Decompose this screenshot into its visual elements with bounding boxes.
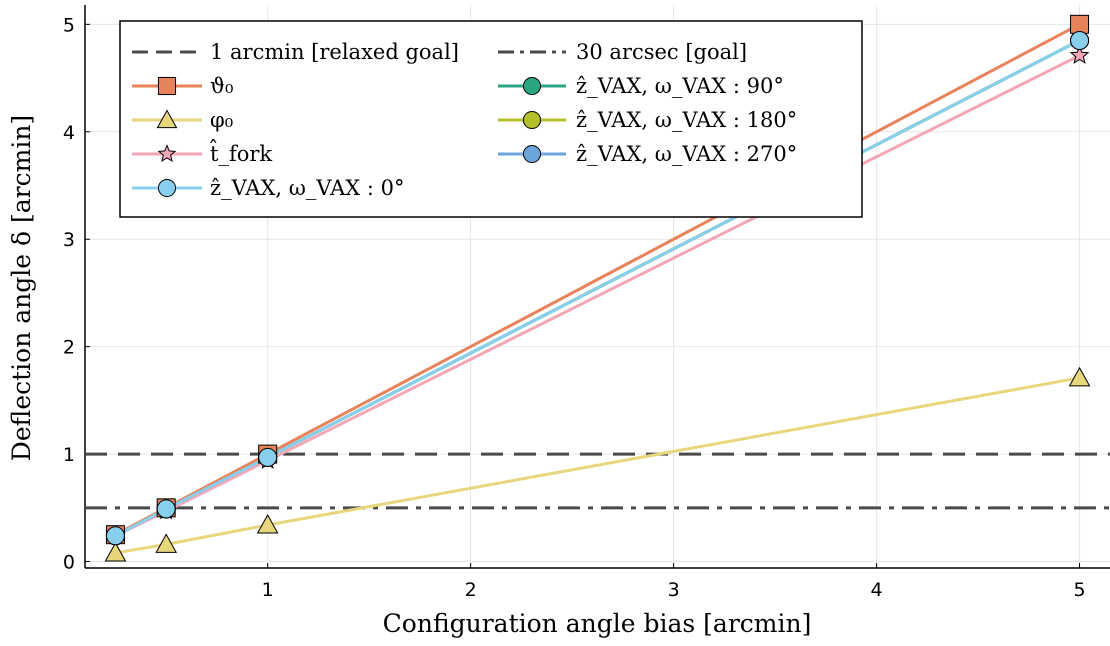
y-tick-label: 3 xyxy=(63,229,75,251)
x-tick-label: 3 xyxy=(668,579,680,601)
legend-label: ẑ_VAX, ω_VAX : 90° xyxy=(576,74,784,98)
y-tick-label: 4 xyxy=(63,122,75,144)
data-point xyxy=(156,109,178,129)
data-point xyxy=(1070,14,1090,34)
x-tick-label: 5 xyxy=(1074,579,1086,601)
x-tick-label: 2 xyxy=(465,579,477,601)
data-point xyxy=(256,513,279,534)
legend-label: t̂_fork xyxy=(209,139,272,166)
data-point xyxy=(1069,45,1090,64)
data-point xyxy=(522,144,542,164)
data-point xyxy=(522,110,542,130)
legend-label: 1 arcmin [relaxed goal] xyxy=(210,40,459,64)
y-tick-label: 2 xyxy=(63,337,75,359)
legend-label: ẑ_VAX, ω_VAX : 270° xyxy=(576,142,797,166)
data-point xyxy=(105,526,125,546)
y-tick-label: 0 xyxy=(63,552,75,574)
data-point xyxy=(156,499,176,519)
legend-label: ϑ₀ xyxy=(210,74,233,98)
legend-label: ẑ_VAX, ω_VAX : 180° xyxy=(576,108,797,132)
y-axis-label: Deflection angle δ [arcmin] xyxy=(7,115,36,461)
data-point xyxy=(522,76,542,96)
legend-label: 30 arcsec [goal] xyxy=(576,40,747,64)
data-point xyxy=(104,541,127,562)
legend-box xyxy=(119,20,863,218)
series-line xyxy=(114,39,1081,538)
data-point xyxy=(1068,366,1091,387)
data-point xyxy=(1070,30,1090,50)
data-point xyxy=(157,76,177,96)
data-point xyxy=(157,178,177,198)
data-point xyxy=(155,533,178,553)
data-point xyxy=(157,144,177,162)
legend: 1 arcmin [relaxed goal] 30 arcsec [goal] ϑ… xyxy=(119,20,863,218)
x-axis-label: Configuration angle bias [arcmin] xyxy=(383,609,812,638)
y-tick-label: 1 xyxy=(63,444,75,466)
y-tick-label: 5 xyxy=(63,14,75,36)
x-tick-label: 1 xyxy=(262,579,274,601)
legend-label: ẑ_VAX, ω_VAX : 0° xyxy=(210,176,405,200)
series-line xyxy=(115,376,1080,555)
x-tick-label: 4 xyxy=(871,579,883,601)
data-point xyxy=(258,447,278,467)
legend-label: φ₀ xyxy=(210,108,233,132)
